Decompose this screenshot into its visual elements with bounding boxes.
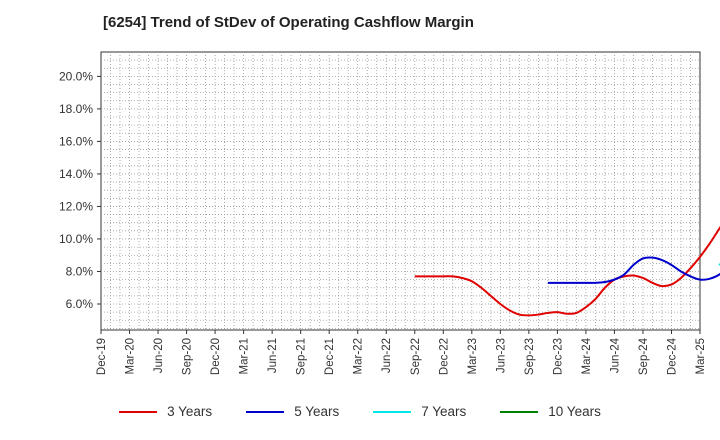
legend-label: 3 Years: [167, 404, 213, 419]
y-tick-label: 18.0%: [59, 102, 93, 116]
x-tick-label: Dec-20: [210, 338, 222, 375]
axes: Dec-19 Mar-20 Jun-20 Sep-20 Dec-20 Mar-21 Jun-…: [59, 69, 707, 375]
y-tick-label: 16.0%: [59, 134, 93, 148]
series-lines: [414, 225, 720, 317]
x-tick-label: Dec-23: [552, 338, 564, 375]
x-tick-label: Dec-24: [666, 337, 678, 375]
x-tick-label: Sep-20: [182, 338, 194, 375]
legend-swatch: [246, 410, 285, 413]
chart-title: [6254] Trend of StDev of Operating Cashf…: [103, 14, 474, 31]
x-tick-label: Sep-22: [410, 338, 422, 375]
legend-label: 7 Years: [421, 404, 467, 419]
series-line-3-years: [414, 225, 720, 317]
legend-label: 5 Years: [294, 404, 340, 419]
y-tick-label: 6.0%: [66, 297, 94, 311]
plot-area: [100, 51, 701, 331]
x-tick-label: Jun-24: [609, 337, 621, 373]
legend-item: 3 Years: [119, 404, 212, 419]
x-tick-label: Jun-21: [267, 338, 279, 373]
legend-label: 10 Years: [548, 404, 601, 419]
y-tick-label: 8.0%: [66, 264, 94, 278]
x-tick-label: Sep-21: [296, 338, 308, 375]
legend-swatch: [500, 410, 539, 413]
legend-item: 5 Years: [246, 404, 339, 419]
x-tick-label: Dec-21: [324, 338, 336, 375]
x-tick-label: Mar-20: [125, 338, 137, 374]
series-line-5-years: [547, 256, 720, 284]
x-tick-label: Mar-21: [239, 338, 251, 374]
grid: [100, 51, 701, 331]
x-tick-label: Mar-25: [695, 338, 707, 374]
x-tick-label: Dec-22: [438, 338, 450, 375]
y-tick-label: 20.0%: [59, 69, 93, 83]
x-tick-label: Jun-23: [495, 338, 507, 373]
legend: 3 Years 5 Years 7 Years 10 Years: [0, 404, 720, 419]
legend-item: 10 Years: [500, 404, 601, 419]
x-tick-label: Mar-22: [353, 338, 365, 374]
y-tick-label: 14.0%: [59, 167, 93, 181]
x-tick-label: Mar-23: [467, 338, 479, 374]
x-tick-label: Jun-20: [153, 338, 165, 373]
x-tick-label: Mar-24: [581, 337, 593, 374]
x-tick-label: Jun-22: [381, 338, 393, 373]
legend-swatch: [119, 410, 158, 413]
y-tick-label: 12.0%: [59, 199, 93, 213]
x-tick-label: Sep-23: [524, 338, 536, 375]
legend-swatch: [373, 410, 412, 413]
x-tick-label: Sep-24: [638, 337, 650, 375]
x-tick-label: Dec-19: [96, 338, 108, 375]
legend-item: 7 Years: [373, 404, 466, 419]
y-tick-label: 10.0%: [59, 232, 93, 246]
